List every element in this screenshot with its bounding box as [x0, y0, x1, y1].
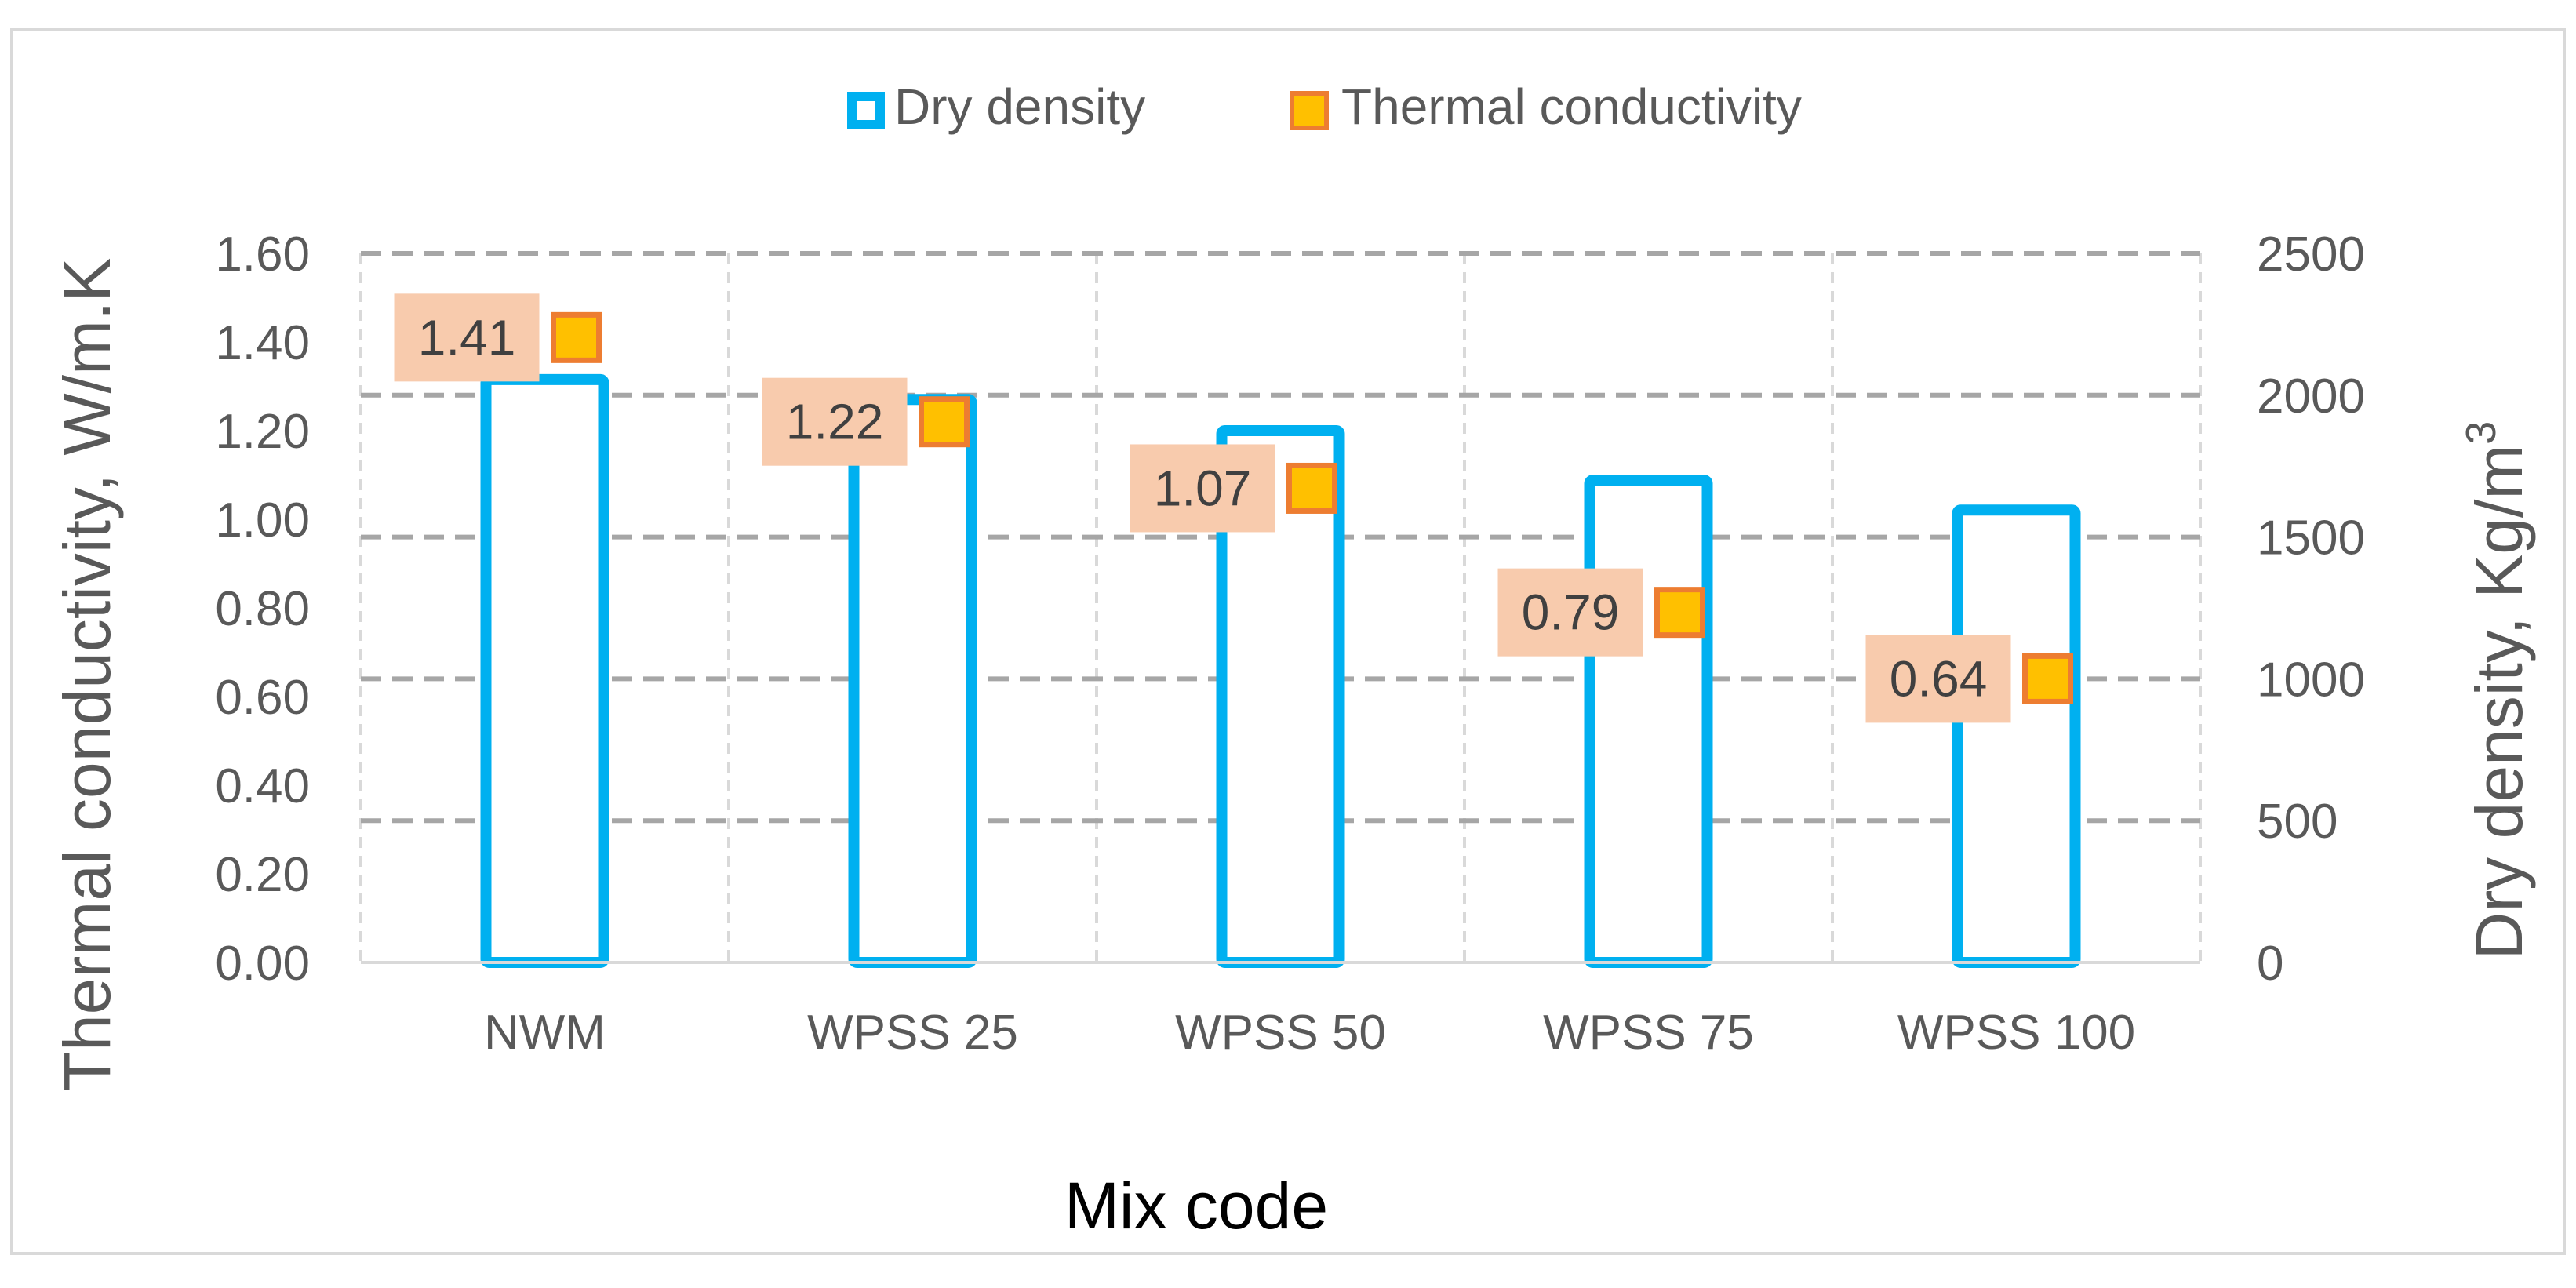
y-left-tick-label: 1.00 — [215, 493, 310, 548]
x-tick-label: WPSS 50 — [1175, 1006, 1386, 1060]
x-axis-title: Mix code — [1064, 1169, 1328, 1243]
y-right-tick-label: 1000 — [2257, 653, 2365, 707]
thermal-conductivity-data-label: 1.07 — [1154, 460, 1252, 516]
y-left-tick-label: 1.20 — [215, 405, 310, 459]
y-right-tick-label: 2000 — [2257, 369, 2365, 424]
y-right-tick-label: 500 — [2257, 795, 2338, 849]
y-axis-right-title-sup: 3 — [2458, 421, 2505, 445]
x-tick-label: WPSS 75 — [1543, 1006, 1754, 1060]
legend-dry-density-label: Dry density — [894, 78, 1145, 135]
y-left-tick-label: 1.40 — [215, 316, 310, 370]
thermal-conductivity-marker — [1654, 587, 1705, 639]
thermal-conductivity-data-label: 0.79 — [1522, 584, 1620, 641]
thermal-conductivity-marker — [551, 311, 602, 363]
thermal-conductivity-marker — [1286, 462, 1337, 514]
legend: Dry density Thermal conductivity — [847, 78, 1802, 135]
bars-layer — [480, 373, 2081, 968]
y-left-tick-label: 0.40 — [215, 759, 310, 813]
x-tick-label: WPSS 100 — [1897, 1006, 2135, 1060]
thermal-conductivity-label-box — [762, 377, 908, 466]
y-right-tick-label: 0 — [2257, 937, 2283, 991]
thermal-conductivity-data-label: 0.64 — [1890, 650, 1988, 707]
dry-density-bar — [1584, 475, 1713, 968]
legend-thermal-conductivity-label: Thermal conductivity — [1341, 78, 1802, 135]
dry-density-bar — [480, 373, 609, 968]
dry-density-bar — [1952, 504, 2081, 968]
markers-layer: 1.41 1.22 1.07 0.79 0.64 — [394, 293, 2073, 723]
y-left-tick-label: 1.60 — [215, 227, 310, 282]
legend-dry-density-swatch — [847, 92, 885, 129]
thermal-conductivity-label-box — [394, 293, 540, 382]
legend-thermal-conductivity-swatch — [1290, 91, 1329, 130]
axis-layer: 0.00 0.20 0.40 0.60 0.80 1.00 1.20 1.40 1.60 0 500… — [215, 227, 2365, 1060]
x-tick-label: NWM — [484, 1006, 606, 1060]
thermal-conductivity-label-box — [1497, 568, 1643, 657]
thermal-conductivity-marker — [919, 396, 970, 448]
thermal-conductivity-marker — [2022, 653, 2073, 704]
y-axis-right-title: Dry density, Kg/m3 — [2458, 421, 2536, 960]
y-left-tick-label: 0.00 — [215, 937, 310, 991]
thermal-conductivity-label-box — [1130, 444, 1275, 533]
thermal-conductivity-label-box — [1865, 635, 2011, 723]
y-right-tick-label: 1500 — [2257, 511, 2365, 566]
y-left-tick-label: 0.60 — [215, 671, 310, 725]
y-left-tick-label: 0.20 — [215, 848, 310, 902]
thermal-conductivity-data-label: 1.22 — [786, 394, 884, 450]
dry-density-bar — [848, 394, 977, 968]
y-axis-left-title: Thermal conductivity, W/m.K — [50, 258, 124, 1092]
y-axis-right-title-main: Dry density, Kg/m — [2462, 445, 2536, 960]
y-right-tick-label: 2500 — [2257, 227, 2365, 282]
y-left-tick-label: 0.80 — [215, 582, 310, 636]
x-tick-label: WPSS 25 — [807, 1006, 1018, 1060]
thermal-conductivity-data-label: 1.41 — [418, 309, 516, 366]
